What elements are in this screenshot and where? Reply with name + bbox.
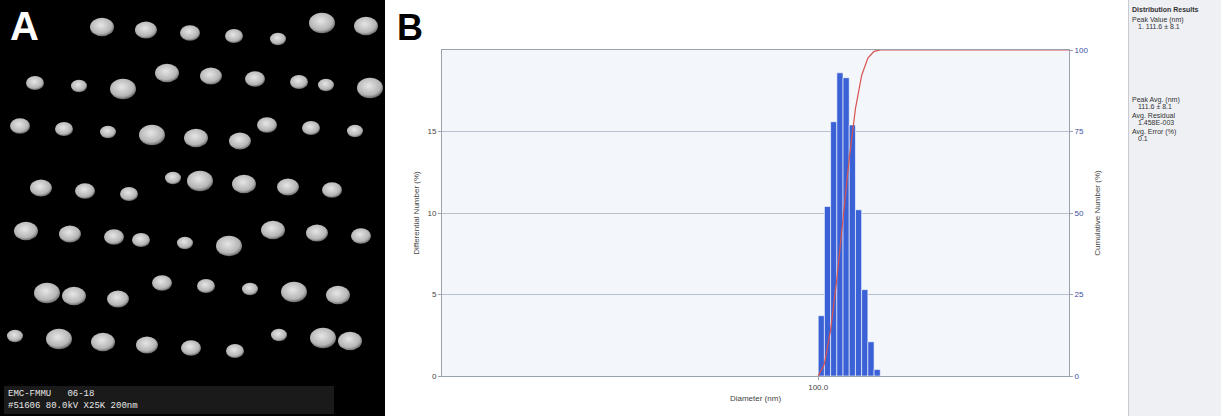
svg-text:100.0: 100.0: [808, 383, 829, 392]
svg-text:Diameter (nm): Diameter (nm): [730, 394, 781, 403]
svg-text:25: 25: [1075, 290, 1084, 299]
html-text:Distribution Results: Distribution Results: [1132, 6, 1199, 13]
svg-text:5: 5: [432, 290, 437, 299]
svg-text:15: 15: [427, 127, 436, 136]
html-text:Avg. Residual: Avg. Residual: [1132, 112, 1176, 119]
html-text:0.1: 0.1: [1138, 135, 1148, 142]
html-text:111.6 ± 8.1: 111.6 ± 8.1: [1138, 103, 1172, 110]
svg-text:Differential Number (%): Differential Number (%): [412, 171, 421, 255]
html-text:Avg. Error (%): Avg. Error (%): [1132, 128, 1177, 135]
html-text:EMC-FMMU 06-18 #51606 80.0kV X: EMC-FMMU 06-18 #51606 80.0kV X25K 200nm: [8, 389, 138, 411]
svg-text:10: 10: [427, 209, 436, 218]
svg-text:100: 100: [1075, 46, 1089, 55]
html-text:Peak Value (nm): Peak Value (nm): [1132, 16, 1184, 23]
html-text:1.458E-003: 1.458E-003: [1138, 119, 1175, 126]
svg-text:50: 50: [1075, 209, 1084, 218]
html-text:Peak Avg. (nm): Peak Avg. (nm): [1132, 96, 1180, 103]
svg-text:Cumulative Number (%): Cumulative Number (%): [1093, 170, 1102, 256]
svg-text:0: 0: [1075, 372, 1080, 381]
svg-text:0: 0: [432, 372, 437, 381]
html-text:A: A: [10, 4, 39, 48]
svg-text:75: 75: [1075, 127, 1084, 136]
html-text:1. 111.6 ± 8.1: 1. 111.6 ± 8.1: [1138, 23, 1180, 30]
svg-text:B: B: [397, 7, 423, 48]
